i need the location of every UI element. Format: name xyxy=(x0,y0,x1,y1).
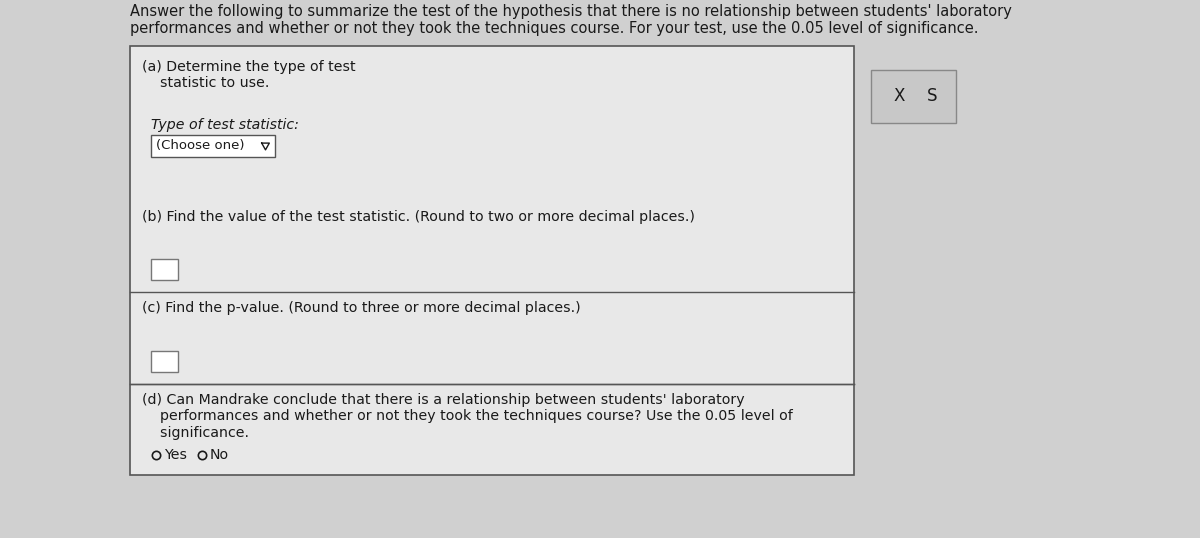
FancyBboxPatch shape xyxy=(131,46,853,475)
Text: (d) Can Mandrake conclude that there is a relationship between students' laborat: (d) Can Mandrake conclude that there is … xyxy=(142,393,792,440)
Text: (a) Determine the type of test
    statistic to use.: (a) Determine the type of test statistic… xyxy=(142,60,355,90)
FancyBboxPatch shape xyxy=(871,70,956,123)
Text: Type of test statistic:: Type of test statistic: xyxy=(151,118,299,132)
FancyBboxPatch shape xyxy=(151,259,178,280)
Text: (Choose one): (Choose one) xyxy=(156,139,245,152)
Text: Yes: Yes xyxy=(163,448,187,462)
Text: S: S xyxy=(928,87,937,105)
Text: X: X xyxy=(893,87,905,105)
Text: (c) Find the p-value. (Round to three or more decimal places.): (c) Find the p-value. (Round to three or… xyxy=(142,301,581,315)
Text: No: No xyxy=(209,448,228,462)
Text: Answer the following to summarize the test of the hypothesis that there is no re: Answer the following to summarize the te… xyxy=(131,4,1013,36)
FancyBboxPatch shape xyxy=(151,136,275,157)
Text: (b) Find the value of the test statistic. (Round to two or more decimal places.): (b) Find the value of the test statistic… xyxy=(142,210,695,224)
FancyBboxPatch shape xyxy=(151,351,178,372)
